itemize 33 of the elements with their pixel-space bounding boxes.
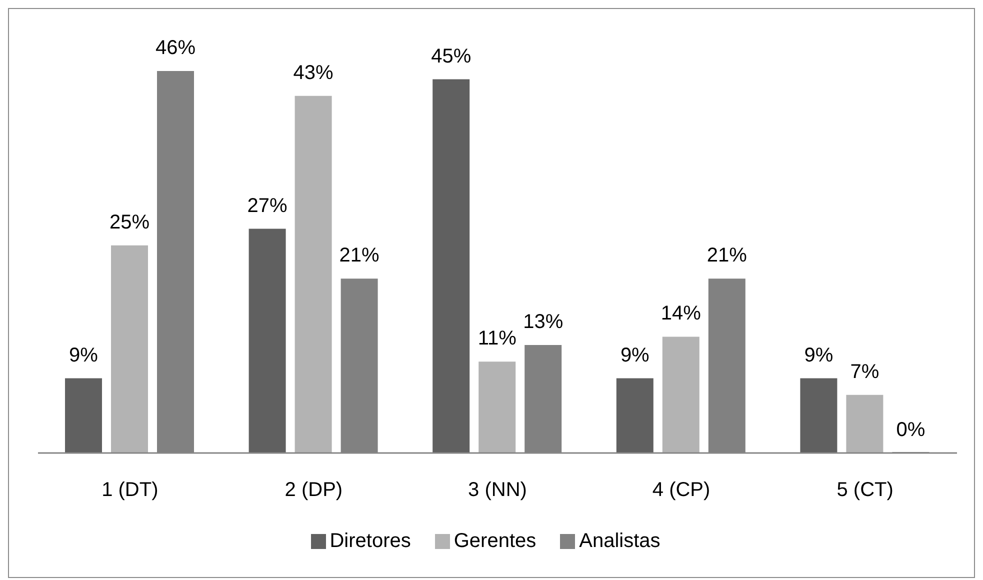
bar <box>65 378 102 453</box>
legend-label: Analistas <box>579 530 660 552</box>
data-label: 25% <box>109 211 150 234</box>
bar <box>248 228 286 453</box>
bar <box>616 378 654 453</box>
x-tick-label: 4 (CP) <box>652 479 710 502</box>
data-label: 11% <box>478 328 517 350</box>
bar <box>846 394 884 453</box>
x-tick-label: 5 (CT) <box>836 479 894 502</box>
x-tick-label: 2 (DP) <box>284 479 343 502</box>
bar <box>800 378 838 453</box>
data-label: 43% <box>293 62 334 84</box>
data-label: 13% <box>523 311 564 334</box>
data-label: 46% <box>155 37 196 59</box>
data-label: 9% <box>620 344 650 366</box>
data-label: 0% <box>896 419 926 441</box>
data-label: 21% <box>706 244 748 267</box>
bar <box>662 336 700 453</box>
x-tick-label: 3 (NN) <box>468 479 527 502</box>
data-label: 14% <box>660 302 702 325</box>
bar <box>111 245 148 453</box>
bar <box>478 362 516 453</box>
x-tick-label: 1 (DT) <box>102 479 158 502</box>
data-label: 7% <box>850 360 880 383</box>
data-label: 45% <box>431 45 472 68</box>
legend-label: Diretores <box>330 530 411 552</box>
bar <box>432 79 470 453</box>
data-label: 9% <box>69 344 98 366</box>
bar <box>294 96 332 453</box>
data-label: 21% <box>339 244 380 267</box>
legend-label: Gerentes <box>454 530 536 552</box>
data-label: 27% <box>247 194 288 217</box>
data-label: 9% <box>804 344 834 366</box>
